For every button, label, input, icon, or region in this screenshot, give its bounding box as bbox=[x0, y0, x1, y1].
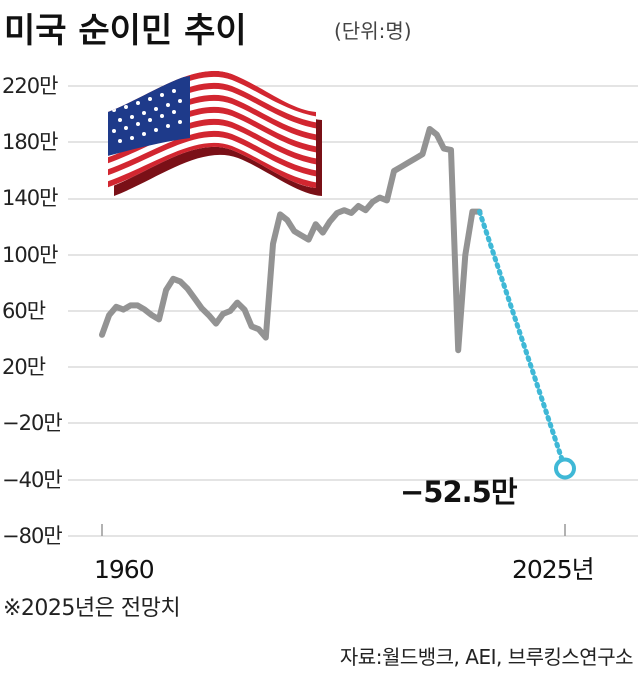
y-tick-label: 180만 bbox=[2, 130, 58, 154]
us-flag-icon bbox=[108, 70, 322, 196]
x-tick-label: 1960 bbox=[94, 555, 154, 584]
y-tick-label: −40만 bbox=[2, 468, 62, 492]
footnote: ※2025년은 전망치 bbox=[3, 596, 180, 621]
main-series-line bbox=[99, 126, 483, 354]
projection-point bbox=[554, 457, 576, 480]
y-tick-label: −20만 bbox=[2, 411, 62, 435]
chart-title: 미국 순이민 추이 bbox=[4, 11, 247, 51]
x-axis: 1960 2025년 bbox=[94, 524, 595, 584]
x-tick-label: 2025년 bbox=[512, 555, 594, 584]
projection-series-line bbox=[477, 209, 568, 471]
y-tick-label: 20만 bbox=[2, 355, 46, 379]
unit-label: (단위:명) bbox=[334, 19, 412, 43]
y-axis: 220만 180만 140만 100만 60만 20만 −20만 −40만 −8… bbox=[2, 74, 63, 548]
y-tick-label: 60만 bbox=[2, 299, 46, 323]
y-tick-label: −80만 bbox=[2, 524, 62, 548]
y-tick-label: 220만 bbox=[2, 74, 58, 98]
projection-data-label: −52.5만 bbox=[400, 475, 518, 509]
source-credit: 자료:월드뱅크, AEI, 브루킹스연구소 bbox=[340, 645, 633, 669]
y-tick-label: 100만 bbox=[2, 243, 58, 267]
y-tick-label: 140만 bbox=[2, 186, 58, 210]
